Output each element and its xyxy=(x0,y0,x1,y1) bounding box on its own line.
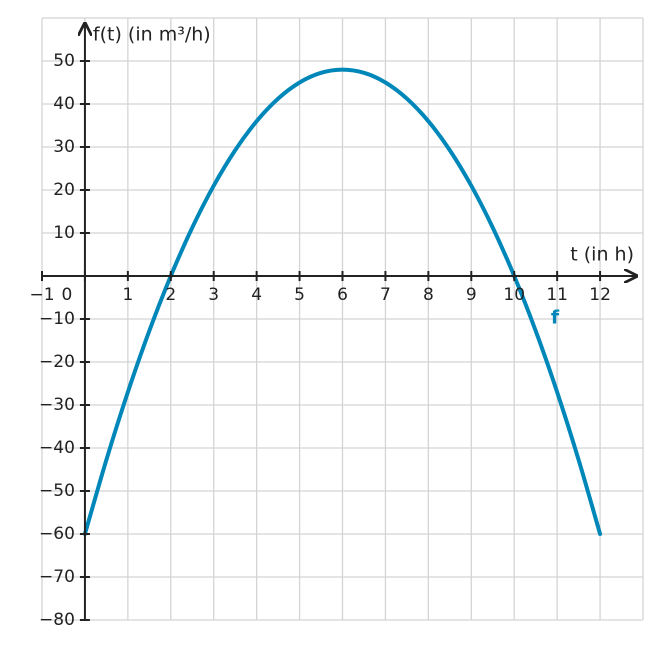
x-tick-label: 2 xyxy=(165,285,176,305)
y-tick-label: −60 xyxy=(39,524,75,544)
y-tick-label: −30 xyxy=(39,395,75,415)
x-tick-label: −1 xyxy=(29,285,54,305)
y-tick-label: 10 xyxy=(53,223,75,243)
x-axis-label: t (in h) xyxy=(570,244,634,266)
y-tick-label: −10 xyxy=(39,309,75,329)
x-tick-label: 6 xyxy=(337,285,348,305)
y-tick-label: −40 xyxy=(39,438,75,458)
y-tick-label: 20 xyxy=(53,180,75,200)
x-tick-label: 11 xyxy=(546,285,568,305)
y-tick-label: 40 xyxy=(53,94,75,114)
x-tick-label: 10 xyxy=(503,285,525,305)
x-tick-label: 3 xyxy=(208,285,219,305)
x-tick-label: 1 xyxy=(122,285,133,305)
x-tick-label: 5 xyxy=(294,285,305,305)
x-tick-label: 0 xyxy=(62,285,73,305)
y-tick-label: −80 xyxy=(39,610,75,630)
x-tick-label: 12 xyxy=(589,285,611,305)
x-tick-label: 8 xyxy=(423,285,434,305)
y-tick-label: −20 xyxy=(39,352,75,372)
y-tick-label: 30 xyxy=(53,137,75,157)
y-tick-label: 50 xyxy=(53,51,75,71)
y-axis-label: f(t) (in m³/h) xyxy=(93,24,211,46)
y-tick-label: −50 xyxy=(39,481,75,501)
line xyxy=(82,67,603,536)
axes: −1 0 1 2 3 4 5 6 7 8 9 10 11 12−80−70−60−50−40−30−20−… xyxy=(29,24,635,630)
x-tick-label: 7 xyxy=(380,285,391,305)
plot: f xyxy=(82,67,603,536)
x-tick-label: 9 xyxy=(466,285,477,305)
legend-label: f xyxy=(551,307,560,329)
grid xyxy=(41,17,644,621)
y-tick-label: −70 xyxy=(39,567,75,587)
x-tick-label: 4 xyxy=(251,285,262,305)
